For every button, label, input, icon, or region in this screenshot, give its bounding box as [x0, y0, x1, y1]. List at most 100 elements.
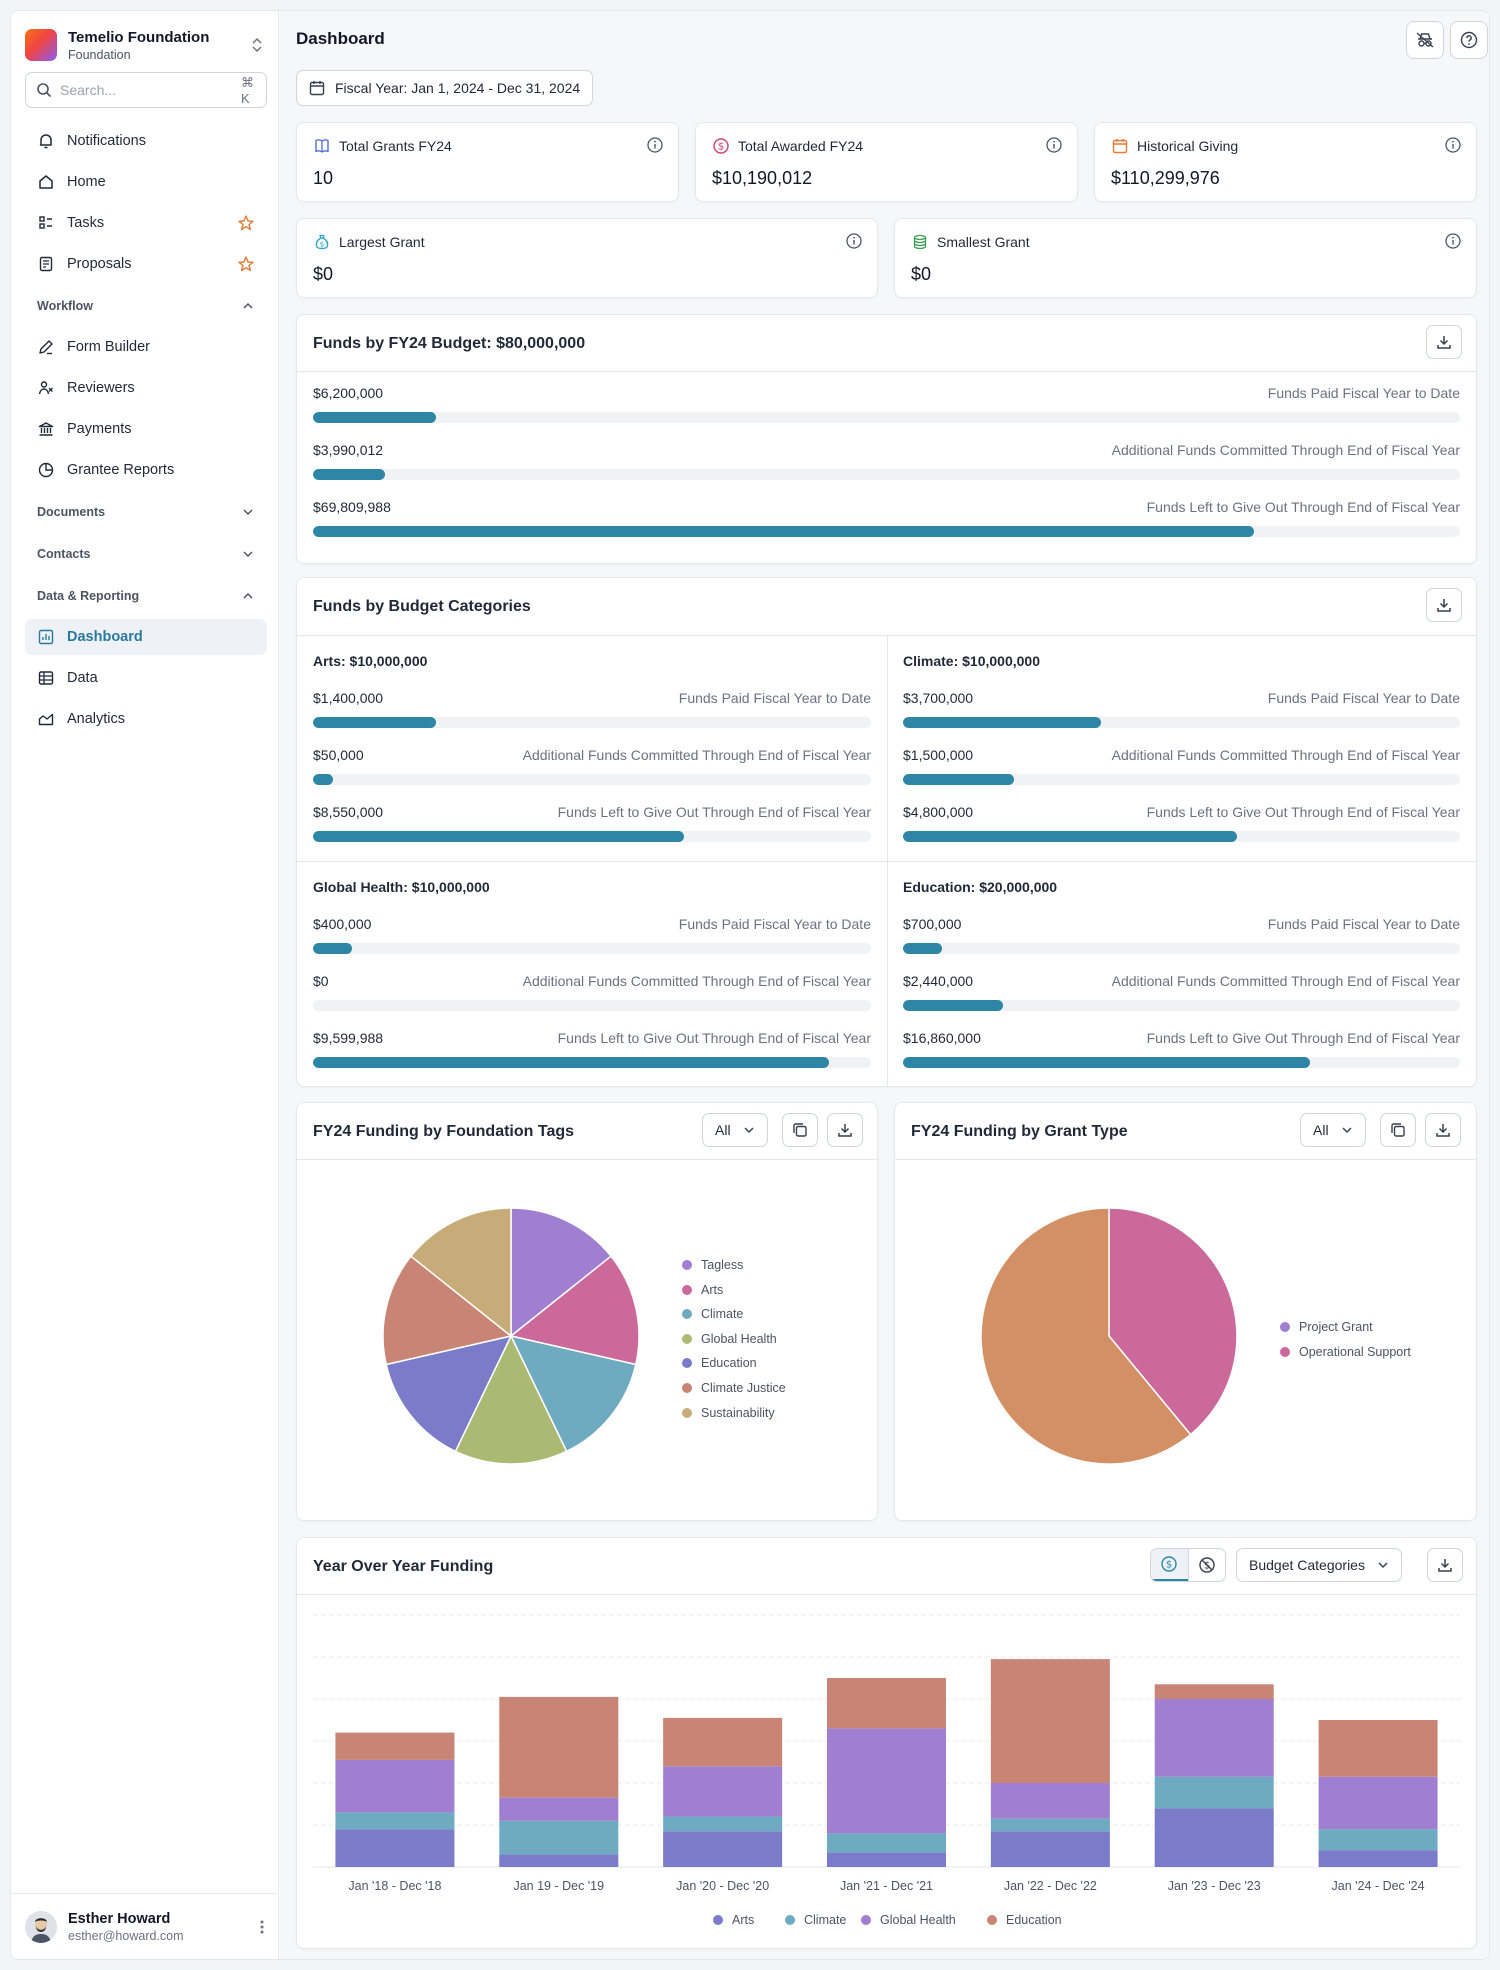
pie-slice-operational-support[interactable]: [1108, 1207, 1238, 1436]
bar-segment-climate[interactable]: [1154, 1776, 1274, 1809]
bar-segment-global-health[interactable]: [499, 1797, 619, 1821]
star-icon[interactable]: [237, 214, 255, 232]
section-data-reporting[interactable]: Data & Reporting: [25, 578, 267, 614]
bar-segment-climate[interactable]: [990, 1818, 1110, 1832]
user-email: esther@howard.com: [68, 1928, 184, 1943]
legend-item[interactable]: Global Health: [861, 1913, 956, 1927]
section-documents[interactable]: Documents: [25, 494, 267, 530]
sidebar-item-reviewers[interactable]: Reviewers: [25, 370, 267, 406]
sidebar-item-home[interactable]: Home: [25, 164, 267, 200]
funding-bar-row: $6,200,000 Funds Paid Fiscal Year to Date: [313, 385, 1460, 425]
legend-item[interactable]: Education: [682, 1356, 757, 1370]
pie-slice-operational-support[interactable]: [980, 1207, 1192, 1465]
bar-segment-education[interactable]: [663, 1717, 783, 1767]
dollar-mode-button[interactable]: $: [1151, 1549, 1188, 1581]
sidebar-item-dashboard[interactable]: Dashboard: [25, 619, 267, 655]
bar-segment-global-health[interactable]: [827, 1728, 946, 1834]
pie-slice-tagless[interactable]: [510, 1207, 613, 1338]
legend-item[interactable]: Global Health: [682, 1332, 777, 1346]
fiscal-year-picker[interactable]: Fiscal Year: Jan 1, 2024 - Dec 31, 2024: [296, 70, 594, 106]
more-vertical-icon[interactable]: [259, 1918, 265, 1936]
bar-segment-education[interactable]: [335, 1732, 455, 1760]
no-dollar-mode-button[interactable]: $: [1187, 1549, 1225, 1581]
org-switcher[interactable]: Temelio Foundation Foundation: [25, 23, 265, 67]
legend-item[interactable]: Climate: [785, 1913, 846, 1927]
info-icon[interactable]: [1444, 136, 1462, 154]
grant-type-filter-select[interactable]: All: [1300, 1113, 1366, 1147]
bar-segment-arts[interactable]: [990, 1831, 1110, 1867]
bar-segment-education[interactable]: [1318, 1720, 1438, 1777]
download-button[interactable]: [1426, 325, 1462, 359]
bar-segment-education[interactable]: [1154, 1684, 1274, 1699]
help-button[interactable]: [1450, 21, 1488, 59]
sidebar-item-proposals[interactable]: Proposals: [25, 246, 267, 282]
pie-slice-arts[interactable]: [509, 1255, 640, 1366]
legend-item[interactable]: Operational Support: [1280, 1345, 1411, 1359]
legend-item[interactable]: Sustainability: [682, 1406, 775, 1420]
pie-slice-education[interactable]: [385, 1334, 513, 1453]
pie-slice-climate[interactable]: [509, 1334, 637, 1453]
bar-segment-global-health[interactable]: [335, 1759, 455, 1813]
stat-label: Historical Giving: [1137, 138, 1239, 154]
bar-segment-arts[interactable]: [499, 1854, 619, 1867]
download-button[interactable]: [1426, 588, 1462, 622]
legend-item[interactable]: Education: [987, 1913, 1062, 1927]
section-contacts[interactable]: Contacts: [25, 536, 267, 572]
bar-segment-global-health[interactable]: [663, 1766, 783, 1817]
user-profile[interactable]: Esther Howard esther@howard.com: [11, 1893, 279, 1959]
copy-button[interactable]: [1380, 1113, 1416, 1147]
funding-description: Funds Left to Give Out Through End of Fi…: [1146, 499, 1460, 515]
sidebar-item-grantee-reports[interactable]: Grantee Reports: [25, 452, 267, 488]
bar-segment-global-health[interactable]: [1318, 1776, 1438, 1830]
bar-segment-global-health[interactable]: [1154, 1699, 1274, 1777]
copy-button[interactable]: [782, 1113, 818, 1147]
incognito-button[interactable]: [1406, 21, 1444, 59]
sidebar-item-form-builder[interactable]: Form Builder: [25, 329, 267, 365]
sidebar-item-tasks[interactable]: Tasks: [25, 205, 267, 241]
bar-segment-education[interactable]: [499, 1696, 619, 1798]
star-icon[interactable]: [237, 255, 255, 273]
bar-segment-climate[interactable]: [663, 1816, 783, 1832]
legend-item[interactable]: Climate Justice: [682, 1381, 786, 1395]
download-button[interactable]: [1425, 1113, 1461, 1147]
pie-slice-climate-justice[interactable]: [382, 1255, 513, 1366]
search-input[interactable]: [60, 82, 241, 98]
bar-segment-education[interactable]: [827, 1678, 946, 1729]
bar-segment-climate[interactable]: [1318, 1829, 1438, 1851]
funding-bar-row: $0 Additional Funds Committed Through End…: [313, 973, 871, 1013]
download-button[interactable]: [1427, 1548, 1463, 1582]
bar-segment-arts[interactable]: [1154, 1808, 1274, 1867]
sidebar-item-analytics[interactable]: Analytics: [25, 701, 267, 737]
legend-item[interactable]: Arts: [682, 1283, 723, 1297]
pie-slice-sustainability[interactable]: [409, 1207, 512, 1338]
bar-segment-arts[interactable]: [827, 1852, 946, 1867]
download-button[interactable]: [827, 1113, 863, 1147]
group-by-select[interactable]: Budget Categories: [1236, 1548, 1402, 1582]
legend-item[interactable]: Project Grant: [1280, 1320, 1373, 1334]
sidebar-item-payments[interactable]: Payments: [25, 411, 267, 447]
bar-segment-climate[interactable]: [827, 1833, 946, 1853]
info-icon[interactable]: [1045, 136, 1063, 154]
section-workflow[interactable]: Workflow: [25, 288, 267, 324]
grant-type-filter-value: All: [1313, 1122, 1329, 1138]
legend-item[interactable]: Tagless: [682, 1258, 743, 1272]
bar-segment-arts[interactable]: [335, 1829, 455, 1867]
bar-segment-arts[interactable]: [663, 1831, 783, 1867]
info-icon[interactable]: [845, 232, 863, 250]
bar-segment-arts[interactable]: [1318, 1850, 1438, 1867]
chevron-up-down-icon[interactable]: [251, 36, 265, 54]
sidebar-item-data[interactable]: Data: [25, 660, 267, 696]
info-icon[interactable]: [646, 136, 664, 154]
pie-slice-global-health[interactable]: [454, 1334, 568, 1465]
bar-segment-global-health[interactable]: [990, 1783, 1110, 1819]
tag-filter-select[interactable]: All: [702, 1113, 768, 1147]
info-icon[interactable]: [1444, 232, 1462, 250]
progress-track: [313, 774, 871, 785]
pen-icon: [37, 338, 55, 356]
bar-segment-climate[interactable]: [499, 1820, 619, 1855]
sidebar-item-notifications[interactable]: Notifications: [25, 123, 267, 159]
legend-item[interactable]: Arts: [713, 1913, 754, 1927]
bar-segment-education[interactable]: [990, 1659, 1110, 1783]
bar-segment-climate[interactable]: [335, 1812, 455, 1830]
legend-item[interactable]: Climate: [682, 1307, 743, 1321]
